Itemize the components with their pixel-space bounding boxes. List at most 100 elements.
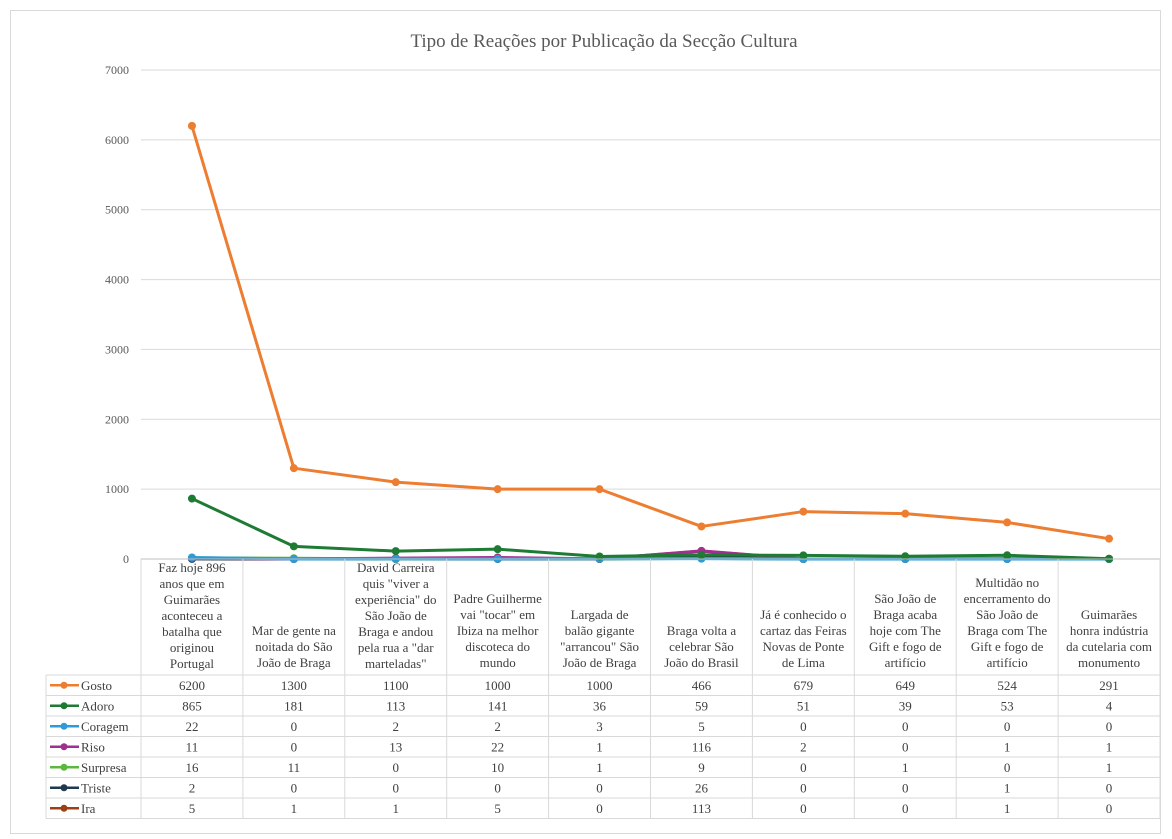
data-table-value: 26: [695, 780, 709, 795]
data-table-value: 0: [393, 780, 400, 795]
y-tick-label: 6000: [105, 133, 129, 147]
data-table-value: 524: [997, 678, 1017, 693]
data-point: [289, 464, 298, 473]
data-point: [493, 545, 502, 554]
data-table-value: 0: [800, 801, 807, 816]
data-table-value: 0: [902, 801, 909, 816]
y-axis: 0 1000 2000 3000 4000 5000 6000 7000: [105, 63, 129, 566]
y-tick-label: 5000: [105, 203, 129, 217]
data-table-value: 0: [596, 801, 603, 816]
category-label: Guimarães honra indústria da cutelaria com…: [1066, 607, 1152, 670]
y-tick-label: 0: [123, 552, 129, 566]
data-table-value: 113: [692, 801, 711, 816]
data-point: [493, 485, 502, 494]
data-point: [391, 547, 400, 556]
legend-label: Adoro: [81, 698, 114, 713]
legend-key-marker: [60, 763, 68, 771]
data-table-value: 16: [185, 760, 199, 775]
category-label: Multidão no encerramento do São João de Bra…: [964, 575, 1051, 670]
legend-key-marker: [60, 784, 68, 792]
data-table-value: 5: [189, 801, 196, 816]
chart-frame: [10, 10, 1161, 834]
data-table-value: 1: [1106, 739, 1113, 754]
data-table-value: 11: [288, 760, 301, 775]
data-point: [289, 542, 298, 551]
data-table-value: 2: [494, 719, 501, 734]
legend-label: Triste: [81, 780, 111, 795]
data-table-value: 0: [494, 780, 501, 795]
data-table-value: 3: [596, 719, 603, 734]
data-table-value: 2: [393, 719, 400, 734]
data-table-value: 1: [596, 760, 603, 775]
data-table-value: 1300: [281, 678, 307, 693]
data-table-value: 1100: [383, 678, 409, 693]
data-table-value: 141: [488, 698, 508, 713]
data-table-value: 1: [393, 801, 400, 816]
data-table-value: 1: [1004, 801, 1011, 816]
data-table-value: 11: [186, 739, 199, 754]
data-table-value: 181: [284, 698, 304, 713]
data-table-value: 22: [185, 719, 198, 734]
chart-title: Tipo de Reações por Publicação da Secção…: [410, 31, 798, 52]
data-table-value: 0: [291, 719, 298, 734]
legend-key-marker: [60, 722, 68, 730]
data-point: [901, 509, 910, 518]
data-point: [1003, 551, 1012, 560]
y-tick-label: 1000: [105, 482, 129, 496]
data-table-value: 2: [189, 780, 196, 795]
data-point: [391, 478, 400, 487]
data-point: [697, 550, 706, 559]
data-table-value: 1000: [587, 678, 613, 693]
data-table-value: 1000: [485, 678, 511, 693]
data-point: [799, 507, 808, 516]
category-label: Já é conhecido o cartaz das Feiras Novas d…: [760, 607, 847, 670]
series-line: [190, 125, 1110, 541]
data-table-value: 466: [692, 678, 712, 693]
data-table-value: 0: [1106, 780, 1113, 795]
data-table-value: 1: [902, 760, 909, 775]
data-table-value: 1: [1106, 760, 1113, 775]
data-table-value: 0: [1004, 719, 1011, 734]
data-table-value: 0: [902, 719, 909, 734]
data-point: [595, 485, 604, 494]
data-table-value: 53: [1001, 698, 1014, 713]
category-label: Largada de balão gigante "arrancou" São Joã…: [560, 607, 639, 670]
y-tick-label: 3000: [105, 342, 129, 356]
data-point: [1003, 518, 1012, 527]
data-point: [1105, 534, 1114, 543]
grid-lines: [141, 69, 1160, 490]
data-table-value: 10: [491, 760, 504, 775]
legend-label: Riso: [81, 739, 105, 754]
data-table-value: 0: [1004, 760, 1011, 775]
y-tick-label: 2000: [105, 412, 129, 426]
data-table-value: 0: [1106, 719, 1113, 734]
data-table-value: 59: [695, 698, 708, 713]
data-point: [187, 121, 196, 130]
category-label: São João de Braga acaba hoje com The Gift e…: [869, 591, 942, 670]
data-table-value: 291: [1099, 678, 1119, 693]
data-table-value: 679: [794, 678, 814, 693]
data-table-value: 39: [899, 698, 912, 713]
data-table-value: 22: [491, 739, 504, 754]
data-table-value: 13: [389, 739, 402, 754]
legend-key-marker: [60, 681, 68, 689]
data-table: Faz hoje 896 anos que em Guimarães acontece…: [45, 558, 1161, 819]
legend-key-marker: [60, 702, 68, 710]
data-table-value: 1: [1004, 780, 1011, 795]
data-table-value: 36: [593, 698, 607, 713]
legend-label: Ira: [81, 801, 96, 816]
series-line: [191, 497, 1110, 561]
data-table-value: 0: [800, 780, 807, 795]
data-table-value: 0: [393, 760, 400, 775]
data-table-value: 0: [902, 780, 909, 795]
data-table-value: 0: [800, 719, 807, 734]
data-table-value: 1: [291, 801, 298, 816]
data-table-value: 0: [291, 780, 298, 795]
data-table-value: 4: [1106, 698, 1113, 713]
data-point: [595, 552, 604, 561]
data-table-value: 0: [291, 739, 298, 754]
legend-label: Surpresa: [81, 760, 127, 775]
data-point: [799, 551, 808, 560]
data-table-value: 649: [896, 678, 916, 693]
